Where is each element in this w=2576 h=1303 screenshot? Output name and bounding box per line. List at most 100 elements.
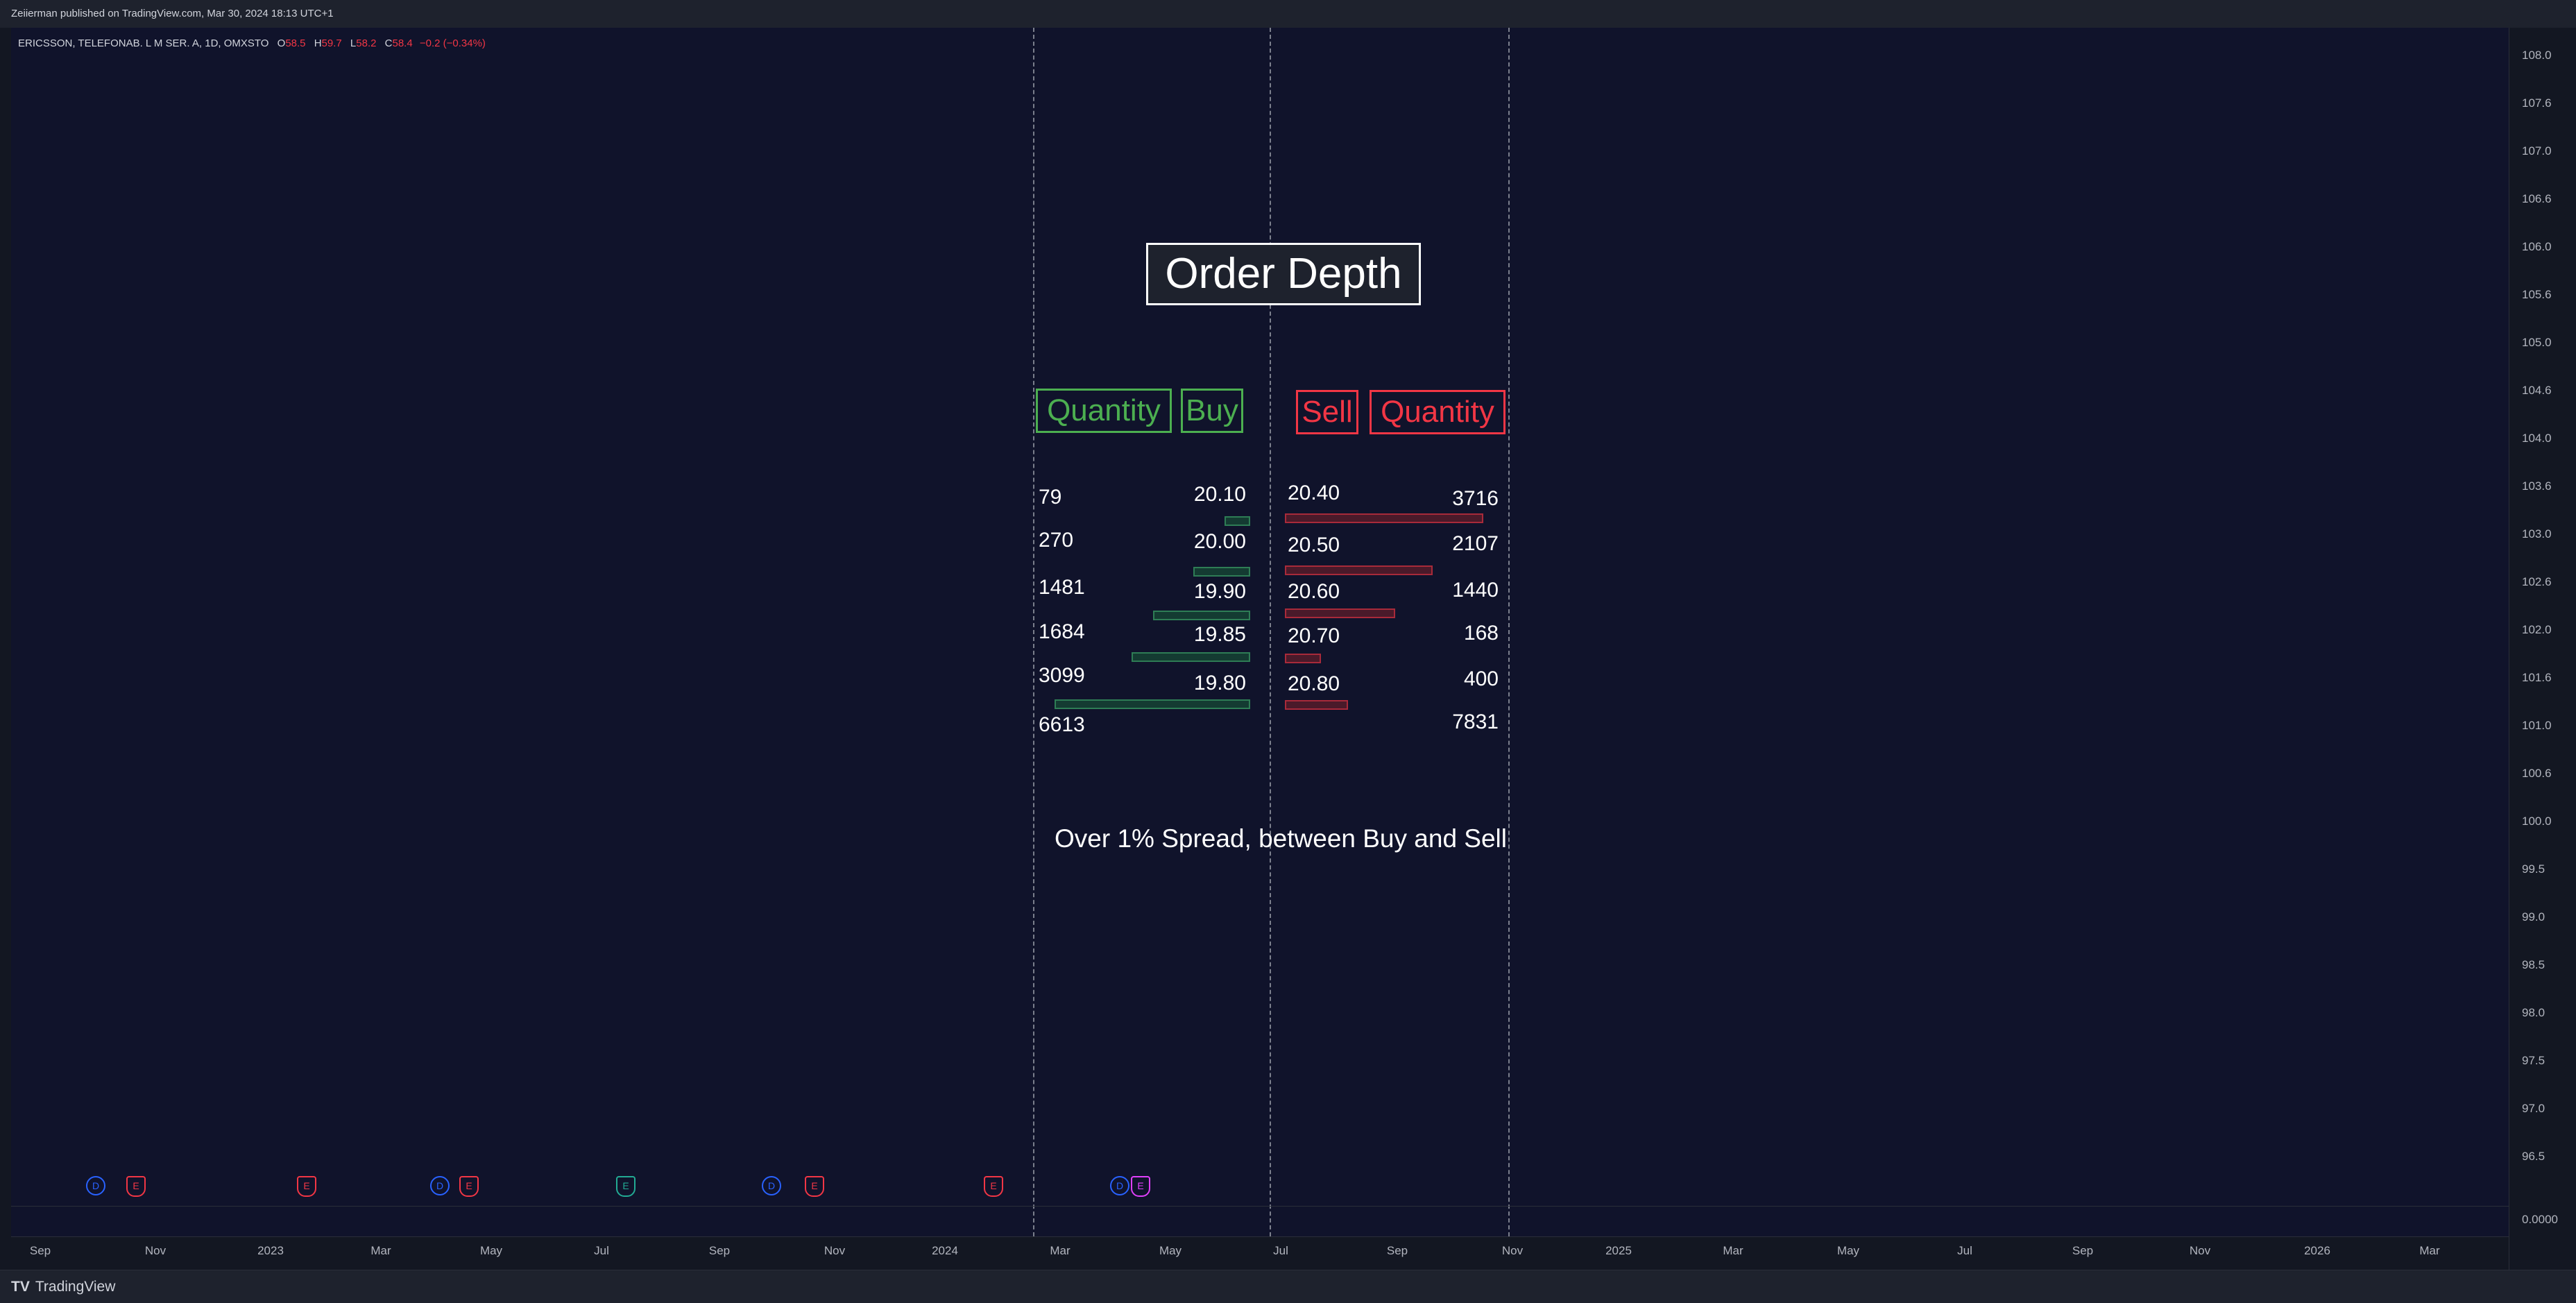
close-label: C [384, 37, 393, 49]
price-tick-label: 106.0 [2522, 240, 2552, 253]
low-value: 58.2 [356, 37, 377, 49]
sell-quantity: 400 [1463, 667, 1499, 690]
order-depth-title: Order Depth [1146, 243, 1421, 305]
dashed-vertical-line[interactable] [1033, 28, 1034, 1236]
price-tick-label: 102.0 [2522, 623, 2552, 636]
sell-price-header: Sell [1296, 390, 1358, 434]
price-tick-label: 107.6 [2522, 96, 2552, 110]
buy-total: 6613 [1039, 713, 1085, 736]
price-tick-label: 103.0 [2522, 527, 2552, 540]
price-tick-label: 100.0 [2522, 815, 2552, 828]
low-label: L [350, 37, 357, 49]
dividend-event-icon[interactable]: D [86, 1176, 105, 1195]
buy-depth-bar [1055, 699, 1250, 709]
sell-price: 20.50 [1288, 534, 1340, 556]
time-tick-label: Jul [1957, 1244, 1972, 1257]
publish-bar: Zeiierman published on TradingView.com, … [0, 0, 2576, 28]
buy-quantity: 3099 [1039, 664, 1085, 687]
time-tick-label: May [1836, 1244, 1860, 1257]
dividend-event-icon[interactable]: D [1110, 1176, 1129, 1195]
buy-quantity: 79 [1039, 486, 1062, 509]
time-tick-label: Mar [1723, 1244, 1743, 1257]
time-tick-label: Mar [1050, 1244, 1071, 1257]
close-value: 58.4 [392, 37, 413, 49]
sell-depth-bar [1285, 565, 1433, 575]
time-tick-label: 2024 [932, 1244, 958, 1257]
earnings-event-icon[interactable]: E [984, 1176, 1003, 1197]
time-tick-label: 2025 [1605, 1244, 1632, 1257]
sell-depth-bar [1285, 700, 1348, 710]
buy-depth-bar [1225, 516, 1250, 526]
symbol-name[interactable]: ERICSSON, TELEFONAB. L M SER. A, 1D, OMX… [18, 37, 269, 49]
time-tick-label: Nov [2189, 1244, 2211, 1257]
sell-quantity: 168 [1463, 622, 1499, 645]
symbol-legend: ERICSSON, TELEFONAB. L M SER. A, 1D, OMX… [18, 37, 486, 49]
price-tick-label: 102.6 [2522, 575, 2552, 588]
price-tick-label: 101.0 [2522, 719, 2552, 732]
time-tick-label: Mar [370, 1244, 391, 1257]
price-tick-label: 99.5 [2522, 862, 2545, 876]
spread-note: Over 1% Spread, between Buy and Sell [1055, 824, 1507, 853]
time-tick-label: 2026 [2304, 1244, 2330, 1257]
time-tick-label: Nov [824, 1244, 846, 1257]
sell-quantity-header: Quantity [1370, 390, 1505, 434]
sell-depth-bar [1285, 654, 1321, 663]
sell-depth-bar [1285, 608, 1395, 618]
time-tick-label: Jul [594, 1244, 609, 1257]
buy-price: 20.10 [1193, 483, 1246, 506]
price-tick-label: 107.0 [2522, 144, 2552, 157]
sell-depth-bar [1285, 513, 1483, 523]
dashed-vertical-line[interactable] [1508, 28, 1510, 1236]
chart-pane[interactable]: ERICSSON, TELEFONAB. L M SER. A, 1D, OMX… [11, 28, 2509, 1236]
earnings-event-icon[interactable]: E [616, 1176, 636, 1197]
earnings-event-icon[interactable]: E [126, 1176, 146, 1197]
buy-price-header: Buy [1181, 389, 1243, 433]
time-tick-label: Sep [708, 1244, 731, 1257]
price-tick-label: 99.0 [2522, 910, 2545, 923]
time-tick-label: Mar [2419, 1244, 2440, 1257]
time-tick-label: Jul [1273, 1244, 1288, 1257]
buy-price: 19.90 [1193, 580, 1246, 603]
sell-price: 20.40 [1288, 482, 1340, 504]
earnings-event-icon[interactable]: E [805, 1176, 824, 1197]
brand-label: TradingView [35, 1279, 116, 1295]
price-tick-label: 104.0 [2522, 432, 2552, 445]
buy-price: 19.85 [1193, 623, 1246, 646]
high-value: 59.7 [321, 37, 342, 49]
dashed-vertical-line[interactable] [1270, 28, 1271, 1236]
earnings-event-icon[interactable]: E [297, 1176, 316, 1197]
time-tick-label: 2023 [257, 1244, 284, 1257]
time-tick-label: May [1159, 1244, 1182, 1257]
price-tick-label: 97.0 [2522, 1102, 2545, 1115]
sell-quantity: 3716 [1452, 487, 1499, 510]
tradingview-logo[interactable]: TV TradingView [11, 1279, 115, 1295]
time-tick-label: Nov [1501, 1244, 1524, 1257]
sell-price: 20.80 [1288, 672, 1340, 695]
tv-logo-icon: TV [11, 1279, 30, 1295]
price-tick-label: 101.6 [2522, 671, 2552, 684]
time-tick-label: Sep [29, 1244, 51, 1257]
price-tick-label: 105.6 [2522, 288, 2552, 301]
buy-quantity: 270 [1039, 529, 1074, 552]
price-tick-label: 98.0 [2522, 1006, 2545, 1019]
earnings-event-icon[interactable]: E [1131, 1176, 1150, 1197]
earnings-event-icon[interactable]: E [459, 1176, 479, 1197]
sell-quantity: 1440 [1452, 579, 1499, 602]
publish-info: Zeiierman published on TradingView.com, … [11, 8, 334, 19]
sell-quantity: 2107 [1452, 532, 1499, 555]
price-tick-label: 103.6 [2522, 479, 2552, 493]
dividend-event-icon[interactable]: D [430, 1176, 450, 1195]
price-axis[interactable]: 108.0 107.6 107.0 106.6 106.0 105.6 105.0 104.6… [2509, 28, 2576, 1270]
volume-separator [11, 1206, 2509, 1207]
open-label: O [277, 37, 286, 49]
time-tick-label: May [479, 1244, 503, 1257]
sell-price: 20.60 [1288, 580, 1340, 603]
buy-price: 19.80 [1193, 672, 1246, 695]
price-tick-label: 104.6 [2522, 384, 2552, 397]
change-value: −0.2 (−0.34%) [419, 37, 486, 49]
high-label: H [314, 37, 322, 49]
dividend-event-icon[interactable]: D [762, 1176, 781, 1195]
time-axis[interactable]: Sep Nov 2023 Mar May Jul Sep Nov 2024 Mar May Jul Se… [11, 1236, 2509, 1270]
buy-quantity: 1684 [1039, 620, 1085, 643]
buy-quantity: 1481 [1039, 576, 1085, 599]
